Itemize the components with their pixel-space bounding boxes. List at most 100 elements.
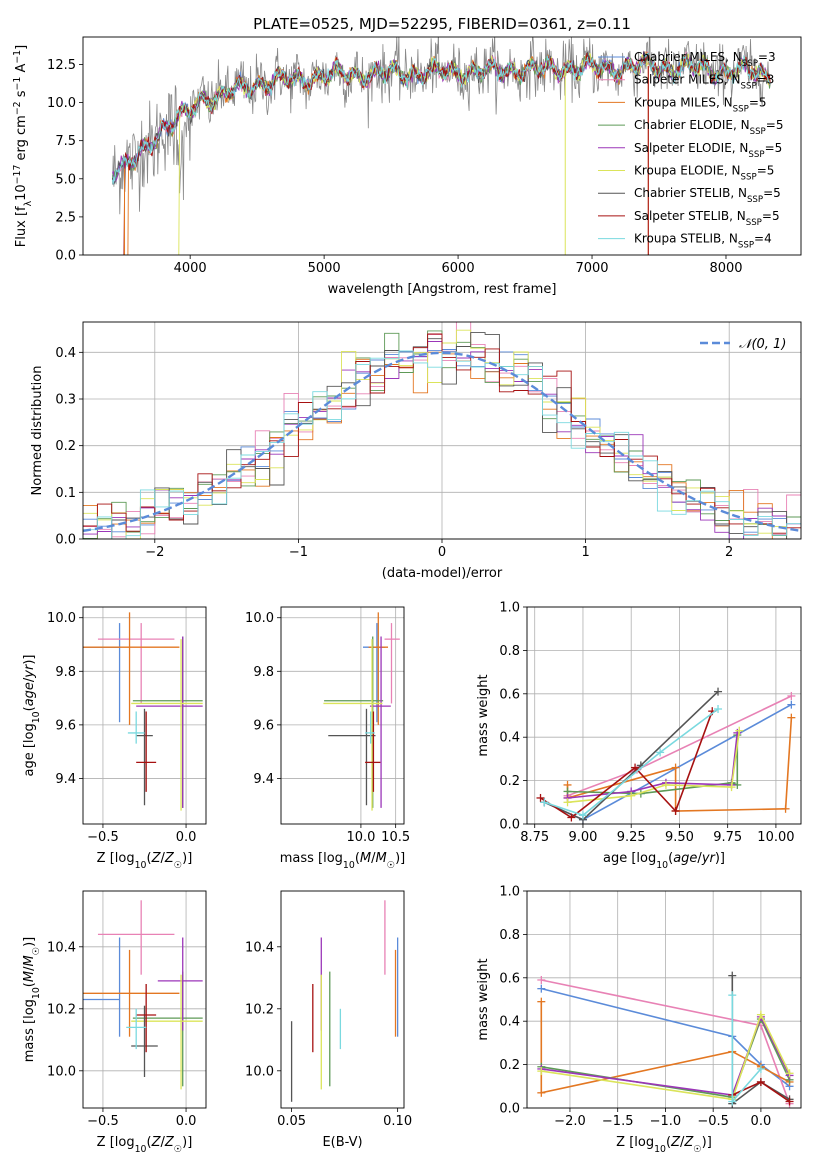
y-axis-label: Flux [fλ10−17 erg cm−2 s−1 A−1] bbox=[12, 45, 34, 247]
age-vs-mass-axes: 10.0 10.5 9.4 9.6 9.8 10.0 mass [log10(M/M☉)] bbox=[245, 606, 410, 871]
y-tick-label: 10.0 bbox=[245, 1064, 274, 1079]
x-axis-label: age [log10(age/yr)] bbox=[603, 851, 725, 871]
y-tick-label: 0.4 bbox=[499, 1015, 520, 1030]
y-tick-label: 0.2 bbox=[499, 1058, 520, 1073]
x-tick-label: 8.75 bbox=[520, 830, 549, 845]
y-tick-label: 10.2 bbox=[47, 1002, 76, 1017]
legend-entry: Salpeter ELODIE, NSSP=5 bbox=[634, 141, 782, 160]
y-axis-label: mass [log10(M/M☉)] bbox=[22, 937, 42, 1063]
series-line-red bbox=[540, 710, 713, 819]
x-tick-label: 0.10 bbox=[383, 1114, 412, 1129]
residuals-axes: −2 −1 0 1 2 0.0 0.1 0.2 0.3 0.4 (data-model)/error… bbox=[30, 321, 802, 581]
x-tick-label: 0.0 bbox=[176, 1114, 197, 1129]
x-axis-label: (data-model)/error bbox=[382, 566, 503, 581]
y-tick-label: 0.0 bbox=[499, 818, 520, 833]
legend-entry: Kroupa ELODIE, NSSP=5 bbox=[634, 164, 774, 183]
y-tick-label: 0.4 bbox=[499, 731, 520, 746]
x-axis-label: Z [log10(Z/Z☉)] bbox=[97, 851, 193, 871]
x-tick-label: 10.00 bbox=[757, 830, 794, 845]
y-tick-label: 10.0 bbox=[47, 611, 76, 626]
y-tick-label: 9.6 bbox=[55, 718, 76, 733]
plot-frame bbox=[280, 606, 405, 825]
x-axis-label: Z [log10(Z/Z☉)] bbox=[616, 1135, 712, 1155]
x-axis-label: wavelength [Angstrom, rest frame] bbox=[328, 282, 557, 297]
y-tick-label: 7.5 bbox=[55, 134, 76, 149]
age-vs-Z-axes: −0.5 0.0 9.4 9.6 9.8 10.0 Z [log10(Z/Z☉)] age [… bbox=[22, 606, 207, 871]
x-tick-label: 5000 bbox=[308, 261, 341, 276]
model-line-yellow bbox=[178, 52, 771, 255]
series-line-yellow bbox=[541, 1012, 791, 1101]
x-tick-label: 10.0 bbox=[346, 830, 375, 845]
y-tick-label: 2.5 bbox=[55, 210, 76, 225]
y-tick-label: 10.4 bbox=[245, 940, 274, 955]
x-tick-label: 4000 bbox=[174, 261, 207, 276]
y-tick-label: 0.1 bbox=[55, 486, 76, 501]
y-tick-label: 10.2 bbox=[245, 1002, 274, 1017]
x-axis-label: mass [log10(M/M☉)] bbox=[280, 851, 406, 871]
y-tick-label: 0.8 bbox=[499, 644, 520, 659]
weight-vs-Z-plot-area bbox=[537, 971, 794, 1108]
y-tick-label: 1.0 bbox=[499, 601, 520, 616]
x-tick-label: 1 bbox=[581, 545, 589, 560]
mass-vs-Z-axes: −0.5 0.0 10.0 10.2 10.4 Z [log10(Z/Z☉)] mass [… bbox=[22, 890, 207, 1155]
y-axis-label: Normed distribution bbox=[30, 366, 45, 496]
residuals-plot-area bbox=[83, 322, 801, 539]
mass-vs-EBV-plot-area bbox=[290, 900, 399, 1102]
legend-entry: Chabrier ELODIE, NSSP=5 bbox=[634, 118, 783, 137]
y-tick-label: 0.0 bbox=[55, 249, 76, 264]
x-tick-label: 0.0 bbox=[176, 830, 197, 845]
plot-frame bbox=[82, 36, 802, 256]
weight-vs-Z-axes: −2.0 −1.5 −1.0 −0.5 0.0 0.0 0.2 0.4 0.6 0.8 1.0 Z [… bbox=[476, 885, 802, 1155]
series-line-cyan bbox=[544, 708, 719, 817]
plot-frame bbox=[280, 890, 405, 1109]
y-tick-label: 10.4 bbox=[47, 940, 76, 955]
x-tick-label: 8000 bbox=[709, 261, 742, 276]
x-tick-label: 0.05 bbox=[277, 1114, 306, 1129]
y-tick-label: 0.2 bbox=[55, 439, 76, 454]
x-tick-label: −0.5 bbox=[697, 1114, 729, 1129]
age-vs-Z-plot-area bbox=[83, 612, 203, 811]
y-tick-label: 9.8 bbox=[55, 665, 76, 680]
x-axis-label: Z [log10(Z/Z☉)] bbox=[97, 1135, 193, 1155]
x-tick-label: 2 bbox=[725, 545, 733, 560]
x-tick-label: −1.0 bbox=[650, 1114, 682, 1129]
y-tick-label: 12.5 bbox=[47, 58, 76, 73]
x-tick-label: −1.5 bbox=[602, 1114, 634, 1129]
legend-entry: Kroupa MILES, NSSP=5 bbox=[634, 95, 767, 114]
histogram-red bbox=[83, 333, 801, 536]
y-tick-label: 0.6 bbox=[499, 971, 520, 986]
legend-entry: Kroupa STELIB, NSSP=4 bbox=[634, 232, 772, 251]
spectrum-axes: 4000 5000 6000 7000 8000 0.0 2.5 5.0 7.5 10.0 12.5… bbox=[12, 15, 802, 297]
y-tick-label: 5.0 bbox=[55, 172, 76, 187]
y-tick-label: 0.0 bbox=[55, 533, 76, 548]
legend-entry: Salpeter MILES, NSSP=3 bbox=[634, 73, 774, 92]
x-tick-label: −2 bbox=[145, 545, 164, 560]
x-tick-label: 9.75 bbox=[713, 830, 742, 845]
model-line-cyan bbox=[112, 52, 771, 185]
weight-vs-age-plot-area bbox=[536, 687, 796, 824]
chart-title: PLATE=0525, MJD=52295, FIBERID=0361, z=0… bbox=[253, 15, 631, 33]
legend-entry: Chabrier STELIB, NSSP=5 bbox=[634, 186, 781, 205]
y-axis-label: mass weight bbox=[476, 674, 491, 756]
x-tick-label: 0.0 bbox=[751, 1114, 772, 1129]
series-line-purple bbox=[567, 732, 739, 799]
y-tick-label: 0.2 bbox=[499, 774, 520, 789]
legend: Chabrier MILES, NSSP=3 Salpeter MILES, NS… bbox=[598, 50, 783, 251]
x-tick-label: 10.5 bbox=[381, 830, 410, 845]
data-spectrum-line bbox=[112, 37, 771, 215]
y-tick-label: 9.6 bbox=[253, 718, 274, 733]
y-tick-label: 0.3 bbox=[55, 393, 76, 408]
age-vs-mass-plot-area bbox=[323, 612, 400, 811]
x-tick-label: 6000 bbox=[442, 261, 475, 276]
x-tick-label: −2.0 bbox=[554, 1114, 586, 1129]
y-tick-label: 1.0 bbox=[499, 885, 520, 900]
y-tick-label: 10.0 bbox=[47, 96, 76, 111]
spectrum-plot-area bbox=[112, 37, 771, 255]
y-tick-label: 0.8 bbox=[499, 928, 520, 943]
mass-vs-Z-plot-area bbox=[83, 900, 203, 1090]
plot-frame bbox=[82, 890, 207, 1109]
weight-vs-age-axes: 8.75 9.00 9.25 9.50 9.75 10.00 0.0 0.2 0.4 0.6 0.8… bbox=[476, 601, 802, 871]
y-tick-label: 0.0 bbox=[499, 1102, 520, 1117]
x-tick-label: 9.50 bbox=[665, 830, 694, 845]
